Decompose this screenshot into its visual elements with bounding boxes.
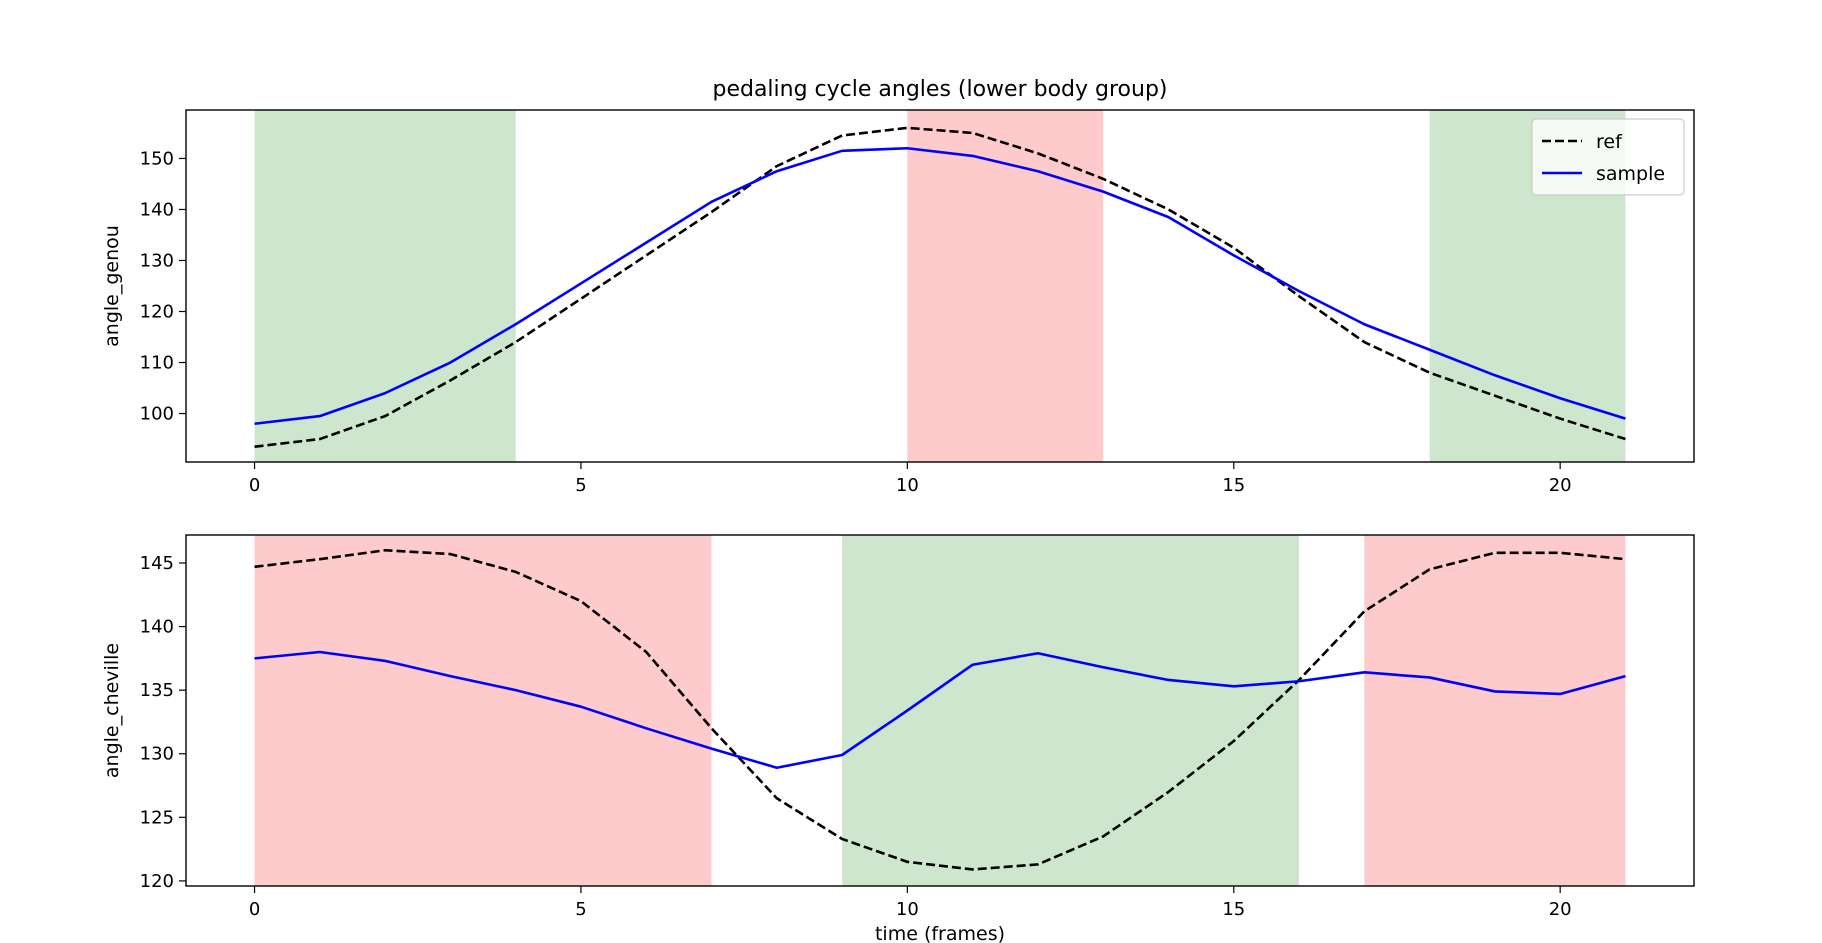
y-tick-label: 145 (140, 553, 174, 574)
y-tick-label: 120 (140, 871, 174, 892)
highlight-band-1 (254, 110, 516, 462)
y-tick-label: 140 (140, 617, 174, 638)
y-tick-label: 135 (140, 680, 174, 701)
highlight-band-2 (842, 535, 1300, 886)
series-line-ref (254, 548, 1626, 871)
x-tick-label: 5 (575, 899, 586, 920)
y-axis-label: angle_cheville (101, 643, 123, 778)
x-axis-label: time (frames) (875, 923, 1005, 943)
y-tick-label: 120 (140, 302, 174, 323)
highlight-band-3 (1364, 535, 1626, 886)
x-tick-label: 5 (575, 475, 586, 496)
highlight-band-1 (254, 535, 712, 886)
highlight-band-2 (907, 110, 1104, 462)
series-line-sample (254, 146, 1626, 426)
y-tick-label: 150 (140, 148, 174, 169)
x-tick-label: 0 (249, 475, 260, 496)
series-line-sample (254, 650, 1626, 770)
y-tick-label: 130 (140, 250, 174, 271)
x-tick-label: 20 (1549, 899, 1572, 920)
axes-frame (185, 109, 1695, 463)
x-tick-label: 20 (1549, 475, 1572, 496)
series-line-ref (254, 126, 1626, 448)
axes-frame (185, 534, 1695, 887)
legend-label-sample: sample (1596, 163, 1665, 185)
y-tick-label: 130 (140, 744, 174, 765)
legend-box (1531, 118, 1685, 196)
subplot-1: 0 5 10 15 20 100 110 120 130 140 150 pedaling cycle… (101, 77, 1695, 496)
legend: ref sample (1531, 118, 1685, 196)
x-tick-label: 0 (249, 899, 260, 920)
x-tick-label: 10 (896, 899, 919, 920)
x-tick-label: 15 (1222, 475, 1245, 496)
y-tick-label: 140 (140, 199, 174, 220)
y-tick-label: 125 (140, 807, 174, 828)
subplot-2: 0 5 10 15 20 120 125 130 135 140 145 angle_cheville… (101, 534, 1695, 943)
y-tick-label: 110 (140, 353, 174, 374)
legend-label-ref: ref (1596, 131, 1623, 153)
x-tick-label: 15 (1222, 899, 1245, 920)
x-tick-label: 10 (896, 475, 919, 496)
y-axis-label: angle_genou (101, 225, 123, 347)
y-tick-label: 100 (140, 404, 174, 425)
chart-title: pedaling cycle angles (lower body group) (712, 77, 1167, 102)
